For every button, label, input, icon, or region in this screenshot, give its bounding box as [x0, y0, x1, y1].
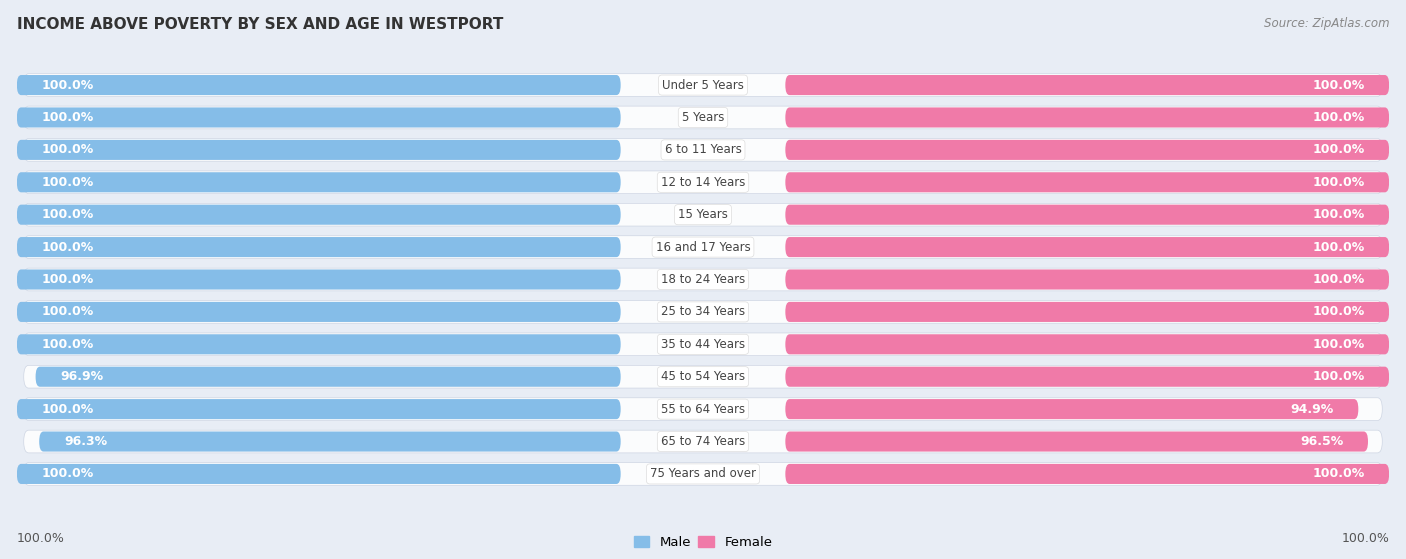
Text: 18 to 24 Years: 18 to 24 Years [661, 273, 745, 286]
FancyBboxPatch shape [786, 107, 1389, 127]
FancyBboxPatch shape [39, 432, 620, 452]
FancyBboxPatch shape [24, 203, 1382, 226]
FancyBboxPatch shape [786, 75, 1389, 95]
Text: 100.0%: 100.0% [42, 176, 94, 189]
Text: 96.9%: 96.9% [60, 370, 104, 383]
Text: 100.0%: 100.0% [42, 208, 94, 221]
FancyBboxPatch shape [24, 301, 1382, 323]
FancyBboxPatch shape [24, 463, 1382, 485]
Text: 100.0%: 100.0% [42, 467, 94, 480]
FancyBboxPatch shape [24, 236, 1382, 258]
Text: 65 to 74 Years: 65 to 74 Years [661, 435, 745, 448]
Text: 100.0%: 100.0% [1312, 79, 1364, 92]
Text: 100.0%: 100.0% [1312, 111, 1364, 124]
FancyBboxPatch shape [786, 237, 1389, 257]
FancyBboxPatch shape [24, 171, 1382, 193]
FancyBboxPatch shape [17, 334, 620, 354]
Text: 35 to 44 Years: 35 to 44 Years [661, 338, 745, 351]
FancyBboxPatch shape [786, 432, 1368, 452]
Text: 100.0%: 100.0% [1341, 532, 1389, 545]
Text: 100.0%: 100.0% [17, 532, 65, 545]
FancyBboxPatch shape [24, 74, 1382, 96]
Text: 94.9%: 94.9% [1291, 402, 1334, 416]
FancyBboxPatch shape [17, 399, 620, 419]
FancyBboxPatch shape [786, 269, 1389, 290]
Text: 100.0%: 100.0% [1312, 305, 1364, 319]
FancyBboxPatch shape [17, 75, 620, 95]
FancyBboxPatch shape [24, 366, 1382, 388]
Legend: Male, Female: Male, Female [628, 531, 778, 555]
FancyBboxPatch shape [17, 464, 620, 484]
FancyBboxPatch shape [24, 333, 1382, 356]
Text: 100.0%: 100.0% [42, 338, 94, 351]
Text: 96.3%: 96.3% [63, 435, 107, 448]
Text: 100.0%: 100.0% [1312, 467, 1364, 480]
Text: 100.0%: 100.0% [1312, 338, 1364, 351]
FancyBboxPatch shape [786, 334, 1389, 354]
FancyBboxPatch shape [786, 140, 1389, 160]
FancyBboxPatch shape [17, 302, 620, 322]
FancyBboxPatch shape [17, 205, 620, 225]
FancyBboxPatch shape [17, 269, 620, 290]
FancyBboxPatch shape [24, 139, 1382, 161]
Text: 96.5%: 96.5% [1301, 435, 1343, 448]
FancyBboxPatch shape [786, 399, 1358, 419]
Text: INCOME ABOVE POVERTY BY SEX AND AGE IN WESTPORT: INCOME ABOVE POVERTY BY SEX AND AGE IN W… [17, 17, 503, 32]
Text: 100.0%: 100.0% [1312, 370, 1364, 383]
FancyBboxPatch shape [24, 398, 1382, 420]
Text: 100.0%: 100.0% [1312, 208, 1364, 221]
Text: 100.0%: 100.0% [42, 305, 94, 319]
Text: Under 5 Years: Under 5 Years [662, 79, 744, 92]
Text: 100.0%: 100.0% [1312, 176, 1364, 189]
FancyBboxPatch shape [17, 140, 620, 160]
FancyBboxPatch shape [786, 464, 1389, 484]
Text: 100.0%: 100.0% [1312, 273, 1364, 286]
FancyBboxPatch shape [24, 430, 1382, 453]
Text: 100.0%: 100.0% [42, 79, 94, 92]
Text: 55 to 64 Years: 55 to 64 Years [661, 402, 745, 416]
Text: Source: ZipAtlas.com: Source: ZipAtlas.com [1264, 17, 1389, 30]
Text: 100.0%: 100.0% [42, 402, 94, 416]
Text: 25 to 34 Years: 25 to 34 Years [661, 305, 745, 319]
FancyBboxPatch shape [786, 172, 1389, 192]
Text: 12 to 14 Years: 12 to 14 Years [661, 176, 745, 189]
Text: 16 and 17 Years: 16 and 17 Years [655, 240, 751, 254]
FancyBboxPatch shape [786, 205, 1389, 225]
FancyBboxPatch shape [24, 268, 1382, 291]
FancyBboxPatch shape [17, 237, 620, 257]
Text: 15 Years: 15 Years [678, 208, 728, 221]
Text: 100.0%: 100.0% [42, 273, 94, 286]
Text: 100.0%: 100.0% [42, 143, 94, 157]
FancyBboxPatch shape [786, 302, 1389, 322]
Text: 75 Years and over: 75 Years and over [650, 467, 756, 480]
Text: 6 to 11 Years: 6 to 11 Years [665, 143, 741, 157]
FancyBboxPatch shape [24, 106, 1382, 129]
Text: 100.0%: 100.0% [1312, 240, 1364, 254]
Text: 100.0%: 100.0% [42, 240, 94, 254]
Text: 100.0%: 100.0% [42, 111, 94, 124]
Text: 100.0%: 100.0% [1312, 143, 1364, 157]
FancyBboxPatch shape [17, 172, 620, 192]
FancyBboxPatch shape [786, 367, 1389, 387]
Text: 45 to 54 Years: 45 to 54 Years [661, 370, 745, 383]
FancyBboxPatch shape [35, 367, 620, 387]
Text: 5 Years: 5 Years [682, 111, 724, 124]
FancyBboxPatch shape [17, 107, 620, 127]
